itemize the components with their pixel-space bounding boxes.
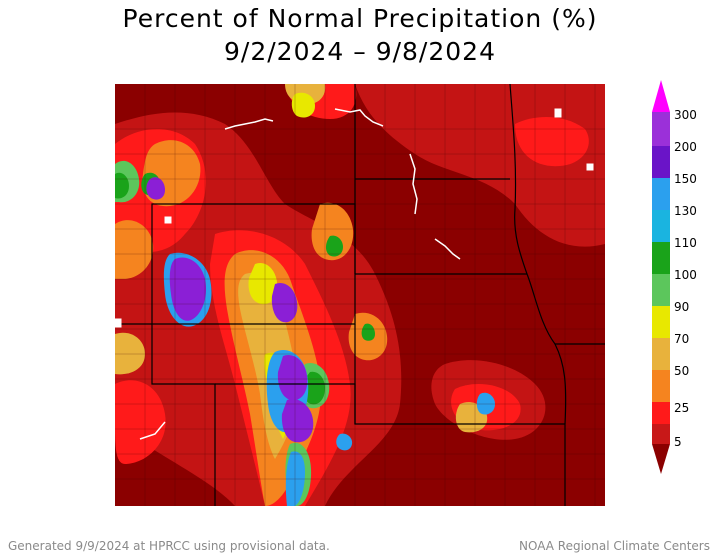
legend-tick: 25 (674, 401, 689, 415)
legend-top-arrow (652, 80, 670, 112)
legend-tick: 110 (674, 236, 697, 250)
legend-swatch (652, 146, 670, 178)
color-legend: 300 200 150 130 110 100 90 70 50 25 5 (652, 80, 697, 474)
legend-tick: 70 (674, 332, 689, 346)
map-title: Percent of Normal Precipitation (%) (122, 4, 598, 33)
legend-swatch (652, 306, 670, 338)
county-boundaries (115, 84, 605, 506)
legend-tick: 150 (674, 172, 697, 186)
legend-swatch (652, 370, 670, 402)
legend-tick: 5 (674, 435, 682, 449)
legend-tick: 90 (674, 300, 689, 314)
legend-bottom-arrow (652, 444, 670, 474)
legend-swatch (652, 112, 670, 146)
legend-tick: 300 (674, 108, 697, 122)
lake-features (115, 108, 594, 440)
precipitation-map (115, 84, 605, 506)
legend-swatch (652, 274, 670, 306)
legend-swatch (652, 242, 670, 274)
legend-swatch (652, 338, 670, 370)
footer-credit: NOAA Regional Climate Centers (519, 539, 710, 553)
legend-swatch (652, 402, 670, 424)
legend-swatch (652, 210, 670, 242)
legend-swatch (652, 178, 670, 210)
legend-tick: 130 (674, 204, 697, 218)
legend-tick: 100 (674, 268, 697, 282)
legend-tick: 50 (674, 364, 689, 378)
map-date-range: 9/2/2024 – 9/8/2024 (224, 37, 496, 66)
legend-swatch (652, 424, 670, 444)
footer-generated-note: Generated 9/9/2024 at HPRCC using provis… (8, 539, 330, 553)
legend-tick: 200 (674, 140, 697, 154)
above-normal-precip-regions (146, 177, 495, 506)
